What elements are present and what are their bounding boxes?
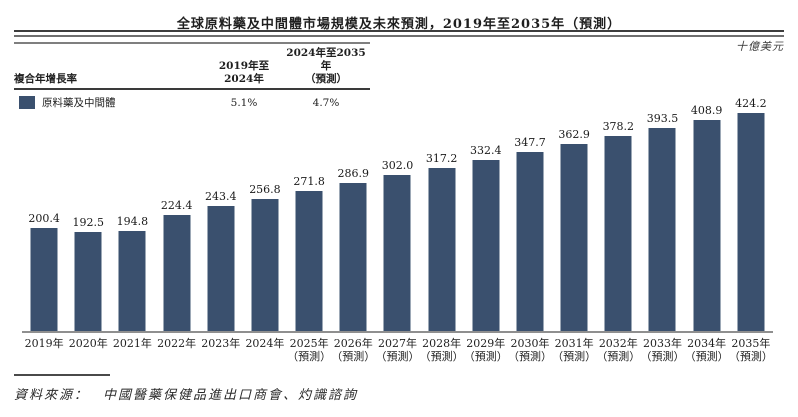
bar-column: 393.5	[640, 99, 684, 331]
source-text: 中國醫藥保健品進出口商會、灼識諮詢	[103, 388, 359, 403]
bar	[118, 231, 146, 331]
x-axis-labels: 2019年 2020年 2021年 2022年 2023年 2024年 2025年 （預測） 2…	[22, 337, 773, 363]
bar-value-label: 194.8	[116, 215, 149, 228]
bar	[472, 160, 500, 331]
x-tick-label: 2030年 （預測）	[507, 337, 552, 363]
bar-value-label: 224.4	[160, 199, 193, 212]
bar-column: 424.2	[729, 97, 773, 331]
bar-column: 271.8	[287, 99, 331, 331]
bar-column: 302.0	[375, 99, 419, 331]
bar	[604, 136, 632, 331]
x-tick-label: 2035年 （預測）	[728, 337, 773, 363]
bar-column: 408.9	[685, 99, 729, 331]
bar-value-label: 408.9	[690, 104, 723, 117]
bar-column: 317.2	[420, 99, 464, 331]
x-tick-label: 2023年	[201, 337, 241, 350]
cagr-header-2019-2024: 2019年至2024年	[218, 60, 270, 85]
x-tick-label: 2022年	[157, 337, 197, 350]
bar-column: 194.8	[110, 99, 154, 331]
x-tick-label: 2021年	[112, 337, 152, 350]
cagr-table-header: 複合年增長率 2019年至2024年 2024年至2035年 （預測）	[14, 44, 370, 90]
x-tick-label: 2027年 （預測）	[375, 337, 420, 363]
bar-value-label: 317.2	[425, 152, 458, 165]
bar	[339, 183, 367, 331]
bar	[295, 191, 323, 331]
x-tick-label: 2032年 （預測）	[596, 337, 641, 363]
bar-column: 192.5	[66, 99, 110, 331]
x-tick-label: 2028年 （預測）	[419, 337, 464, 363]
bar-value-label: 424.2	[735, 97, 767, 110]
cagr-value-2024-2035: 4.7%	[312, 96, 340, 109]
title-divider	[14, 30, 784, 37]
bar	[383, 175, 411, 331]
source-line: 資料來源： 中國醫藥保健品進出口商會、灼識諮詢	[14, 384, 358, 403]
x-tick-label: 2024年	[245, 337, 285, 350]
legend-label: 原料藥及中間體	[42, 97, 116, 109]
bar-value-label: 302.0	[381, 159, 414, 172]
bar-value-label: 256.8	[249, 183, 281, 196]
bar	[516, 152, 544, 331]
bar-value-label: 200.4	[28, 212, 60, 225]
bar-value-label: 378.2	[602, 120, 635, 133]
cagr-table-row: 原料藥及中間體 5.1% 4.7%	[14, 90, 370, 113]
chart-title: 全球原料藥及中間體市場規模及未來預測，2019年至2035年（預測）	[176, 17, 622, 32]
bar-column: 286.9	[331, 99, 375, 331]
bar-column: 347.7	[508, 99, 552, 331]
bar-value-label: 243.4	[205, 190, 237, 203]
bar-column: 256.8	[243, 99, 287, 331]
bar	[428, 168, 456, 331]
x-tick-label: 2033年 （預測）	[640, 337, 685, 363]
bar-column: 378.2	[596, 99, 640, 331]
bar	[74, 232, 102, 331]
x-tick-label: 2031年 （預測）	[552, 337, 597, 363]
bar-column: 362.9	[552, 99, 596, 331]
bar-value-label: 347.7	[514, 136, 546, 149]
unit-label: 十億美元	[736, 40, 784, 53]
bar-value-label: 332.4	[470, 144, 502, 157]
bar-column: 224.4	[155, 99, 199, 331]
bar-value-label: 362.9	[558, 128, 590, 141]
bar-value-label: 271.8	[293, 175, 325, 188]
legend-swatch	[19, 96, 35, 109]
cagr-value-2019-2024: 5.1%	[230, 96, 258, 109]
x-tick-label: 2026年 （預測）	[331, 337, 376, 363]
cagr-table: 複合年增長率 2019年至2024年 2024年至2035年 （預測） 原料藥及中…	[14, 42, 370, 113]
cagr-header-metric: 複合年增長率	[14, 73, 77, 85]
source-prefix: 資料來源：	[14, 388, 90, 403]
x-tick-label: 2029年 （預測）	[463, 337, 508, 363]
bar	[693, 120, 721, 331]
x-tick-label: 2025年 （預測）	[287, 337, 332, 363]
bar	[163, 215, 191, 331]
bar-value-label: 192.5	[72, 216, 105, 229]
bar	[648, 128, 676, 331]
bar	[251, 199, 279, 331]
legend-item: 原料藥及中間體	[14, 95, 206, 110]
bar-column: 243.4	[199, 99, 243, 331]
source-divider	[14, 374, 110, 376]
bar-column: 200.4	[22, 99, 66, 331]
bar	[560, 144, 588, 331]
x-tick-label: 2034年 （預測）	[684, 337, 729, 363]
cagr-header-2024-2035: 2024年至2035年 （預測）	[286, 47, 366, 85]
bar	[30, 228, 58, 331]
bar-column: 332.4	[464, 99, 508, 331]
bar-chart: 200.4 192.5 194.8 224.4 243.4 256.8 271.8 286.9…	[22, 97, 773, 363]
bar	[737, 113, 765, 331]
bar-value-label: 286.9	[337, 167, 370, 180]
bar-value-label: 393.5	[646, 112, 679, 125]
x-tick-label: 2019年	[24, 337, 64, 350]
bar	[207, 206, 235, 331]
plot-area: 200.4 192.5 194.8 224.4 243.4 256.8 271.8 286.9…	[22, 97, 773, 333]
x-tick-label: 2020年	[68, 337, 108, 350]
